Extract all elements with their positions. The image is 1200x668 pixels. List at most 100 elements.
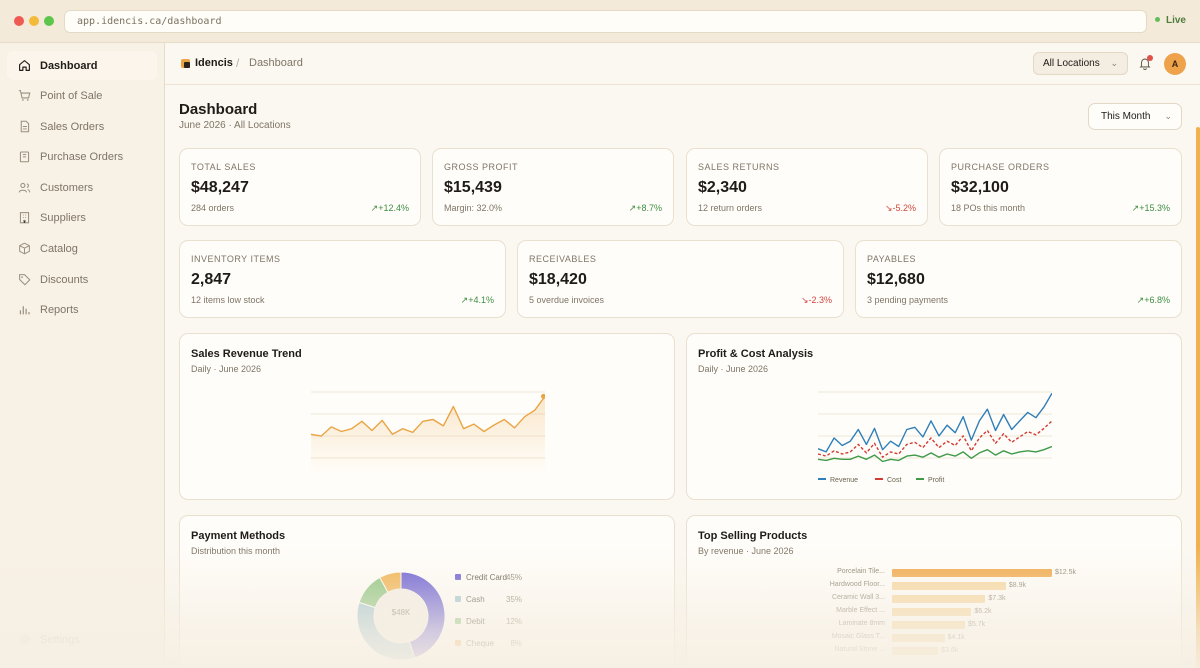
product-bar[interactable] — [892, 634, 945, 642]
sidebar-item-purchase-orders[interactable]: Purchase Orders — [7, 142, 157, 171]
legend-swatch — [818, 478, 826, 481]
payment-legend-item: Cheque — [455, 639, 494, 648]
product-bar[interactable] — [892, 595, 986, 603]
legend-label: Profit — [928, 477, 945, 484]
users-icon — [18, 182, 31, 193]
gear-icon — [19, 634, 30, 645]
brand-logo-icon — [181, 58, 190, 68]
sidebar-item-suppliers[interactable]: Suppliers — [7, 203, 157, 232]
kpi-note: 284 orders — [191, 203, 235, 213]
kpi-delta: ↗+6.8% — [1137, 295, 1170, 306]
kpi-delta: ↗+15.3% — [1132, 203, 1170, 214]
profit-cost-line-chart — [818, 391, 1052, 463]
sidebar-item-catalog[interactable]: Catalog — [7, 234, 157, 263]
legend-swatch — [455, 618, 461, 624]
legend-item-revenue: Revenue — [818, 477, 858, 484]
scrollbar[interactable] — [1196, 127, 1200, 668]
notification-badge — [1147, 55, 1153, 61]
product-bar[interactable] — [892, 608, 972, 616]
kpi-note: 18 POs this month — [951, 203, 1026, 213]
page-subtitle: June 2026 · All Locations — [179, 120, 291, 131]
bar-label: Laminate 8mm — [838, 620, 885, 627]
trend-up-icon: ↗ — [460, 295, 469, 305]
building-icon — [19, 212, 30, 224]
maximize-window-button[interactable] — [44, 16, 54, 26]
product-bar[interactable] — [892, 621, 965, 629]
kpi-note: Margin: 32.0% — [444, 203, 503, 213]
sidebar-item-label: Point of Sale — [40, 89, 103, 102]
kpi-label: PURCHASE ORDERS — [951, 162, 1050, 172]
avatar[interactable]: A — [1164, 53, 1186, 75]
bar-label: Ceramic Wall 3... — [831, 594, 885, 601]
kpi-card-sales-returns[interactable]: SALES RETURNS $2,340 12 return orders ↘-… — [686, 148, 928, 226]
kpi-card-inventory-items[interactable]: INVENTORY ITEMS 2,847 12 items low stock… — [179, 240, 506, 318]
kpi-value: 2,847 — [191, 271, 232, 288]
sidebar-item-point-of-sale[interactable]: Point of Sale — [7, 81, 157, 110]
period-select[interactable]: This Month ⌄ — [1088, 103, 1182, 130]
kpi-delta-value: +8.7% — [636, 203, 662, 213]
live-dot-icon — [1154, 16, 1160, 22]
legend-label: Cost — [887, 477, 902, 484]
kpi-delta-value: +6.8% — [1144, 295, 1170, 305]
live-status: Live — [1154, 15, 1186, 26]
legend-swatch — [455, 574, 461, 580]
minimize-window-button[interactable] — [29, 16, 39, 26]
kpi-card-payables[interactable]: PAYABLES $12,680 3 pending payments ↗+6.… — [855, 240, 1182, 318]
kpi-delta-value: +4.1% — [468, 295, 494, 305]
sidebar-item-reports[interactable]: Reports — [7, 295, 157, 324]
product-bar[interactable] — [892, 647, 939, 655]
bar-value-label: $5.7k — [968, 621, 986, 628]
sidebar-item-discounts[interactable]: Discounts — [7, 265, 157, 294]
product-bar[interactable] — [892, 569, 1052, 577]
payment-methods-panel: Payment Methods Distribution this month … — [179, 515, 675, 668]
kpi-card-purchase-orders[interactable]: PURCHASE ORDERS $32,100 18 POs this mont… — [939, 148, 1182, 226]
sidebar-item-settings[interactable]: Settings — [7, 625, 157, 654]
payment-method-percent: 12% — [505, 617, 522, 626]
trend-down-icon: ↘ — [800, 295, 809, 305]
kpi-delta: ↗+4.1% — [461, 295, 494, 306]
bar-value-label: $12.5k — [1055, 569, 1077, 576]
address-bar[interactable]: app.idencis.ca/dashboard — [64, 10, 1147, 33]
payment-method-percent: 8% — [510, 639, 522, 648]
panel-subtitle: Distribution this month — [191, 546, 281, 556]
legend-item-cost: Cost — [875, 477, 901, 484]
payment-method-percent: 35% — [505, 595, 522, 604]
location-select[interactable]: All Locations ⌄ — [1033, 52, 1128, 75]
kpi-value: $18,420 — [529, 271, 587, 288]
kpi-card-gross-profit[interactable]: GROSS PROFIT $15,439 Margin: 32.0% ↗+8.7… — [432, 148, 674, 226]
sidebar-item-dashboard[interactable]: Dashboard — [7, 51, 157, 80]
page-title: Dashboard — [179, 101, 258, 118]
legend-swatch — [916, 478, 924, 481]
bar-label: Mosaic Glass T... — [831, 633, 885, 640]
kpi-delta-value: +12.4% — [378, 203, 409, 213]
cart-icon — [18, 90, 31, 101]
kpi-card-total-sales[interactable]: TOTAL SALES $48,247 284 orders ↗+12.4% — [179, 148, 421, 226]
brand[interactable]: Idencis — [181, 57, 233, 69]
sidebar-item-label: Discounts — [40, 273, 89, 286]
breadcrumb-separator: / — [236, 56, 240, 70]
payment-method-label: Debit — [466, 617, 485, 626]
kpi-label: INVENTORY ITEMS — [191, 254, 281, 264]
payment-method-percent: 45% — [505, 573, 522, 582]
clipboard-icon — [19, 151, 30, 163]
sidebar-item-label: Catalog — [40, 242, 78, 255]
kpi-delta: ↘-2.3% — [801, 295, 832, 306]
breadcrumb[interactable]: Dashboard — [249, 57, 303, 69]
sidebar-item-label: Reports — [40, 303, 79, 316]
legend-swatch — [455, 596, 461, 602]
panel-subtitle: Daily · June 2026 — [191, 364, 262, 374]
kpi-value: $15,439 — [444, 179, 502, 196]
sidebar-item-sales-orders[interactable]: Sales Orders — [7, 112, 157, 141]
bell-icon[interactable] — [1138, 56, 1152, 70]
home-icon — [19, 60, 30, 71]
product-bar[interactable] — [892, 582, 1006, 590]
legend-swatch — [455, 640, 461, 646]
sidebar-item-customers[interactable]: Customers — [7, 173, 157, 202]
payment-legend-item: Cash — [455, 595, 485, 604]
kpi-card-receivables[interactable]: RECEIVABLES $18,420 5 overdue invoices ↘… — [517, 240, 844, 318]
close-window-button[interactable] — [14, 16, 24, 26]
sidebar-item-label: Sales Orders — [40, 120, 105, 133]
trend-down-icon: ↘ — [884, 203, 893, 213]
sidebar-item-label: Suppliers — [40, 211, 86, 224]
revenue-line — [818, 392, 1052, 453]
